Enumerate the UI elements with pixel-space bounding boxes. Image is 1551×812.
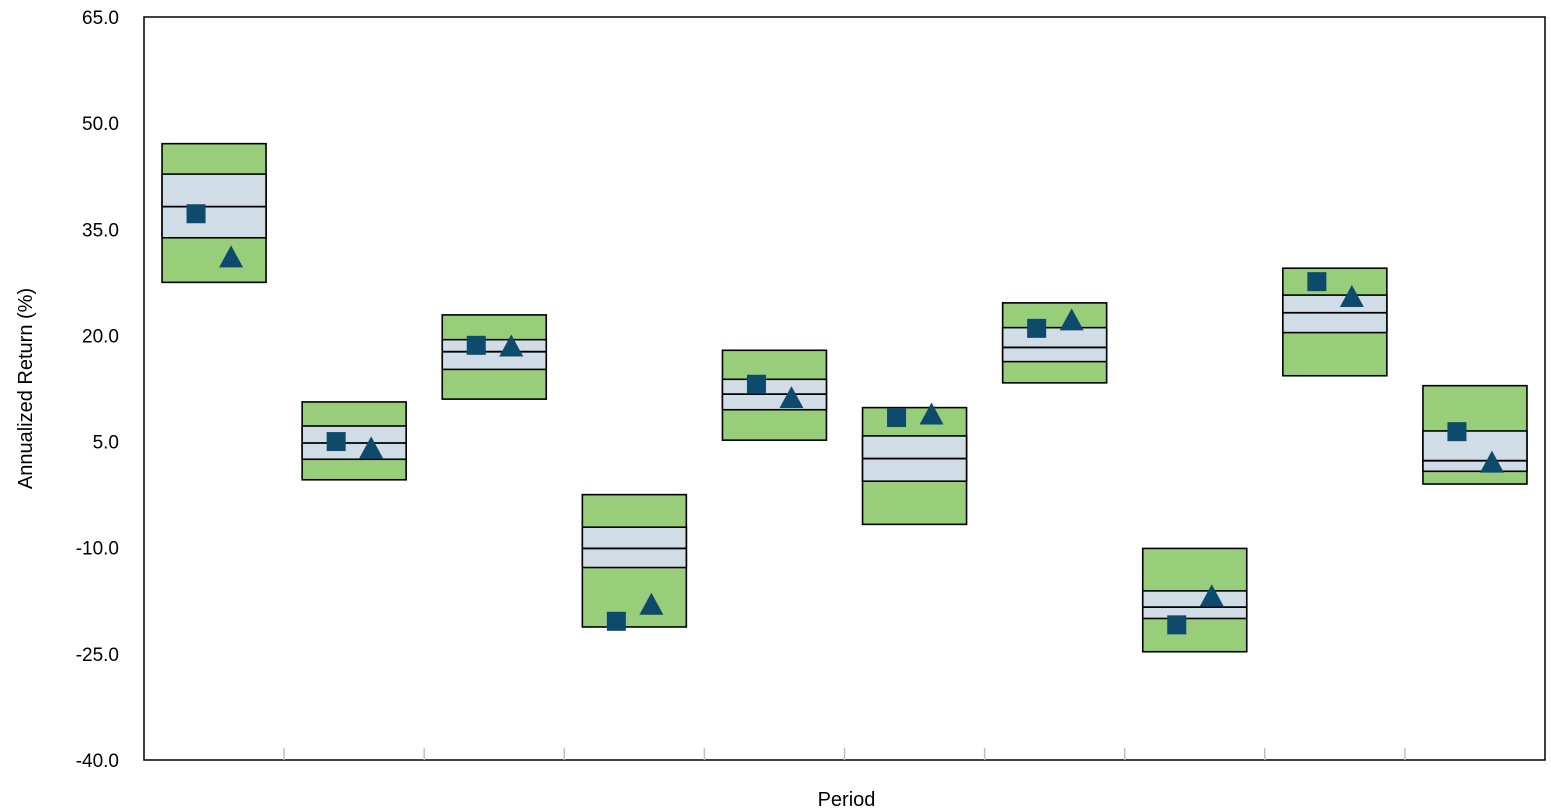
period-9-box xyxy=(1282,267,1388,377)
y-tick-label: 50.0 xyxy=(82,114,119,135)
period-8-box xyxy=(1141,547,1248,653)
period-3-box xyxy=(441,314,548,400)
inner-band xyxy=(441,338,548,371)
triangle-marker xyxy=(1199,584,1224,607)
square-marker xyxy=(606,611,626,631)
period-4-box xyxy=(581,493,688,628)
y-tick-labels: 65.0 50.0 35.0 20.0 5.0 -10.0 -25.0 -40.0 xyxy=(76,8,119,772)
period-1-box xyxy=(161,142,267,284)
square-marker xyxy=(1167,615,1187,635)
square-marker xyxy=(186,204,206,224)
y-tick-label: 35.0 xyxy=(82,220,119,241)
triangle-marker xyxy=(1339,284,1364,307)
period-7-box xyxy=(1001,302,1108,384)
period-5-box xyxy=(721,349,828,441)
triangle-marker xyxy=(1479,450,1504,473)
triangle-marker xyxy=(1059,308,1084,331)
y-tick-label: 65.0 xyxy=(82,8,119,29)
square-marker xyxy=(326,432,346,452)
square-marker xyxy=(1027,318,1047,338)
triangle-marker xyxy=(219,245,244,268)
period-2-box xyxy=(301,401,407,481)
bands-layer xyxy=(161,142,1528,653)
triangle-marker xyxy=(639,592,664,615)
square-marker xyxy=(466,335,486,355)
inner-band xyxy=(1422,430,1528,473)
plot-frame xyxy=(143,16,1546,761)
markers-layer xyxy=(186,204,1504,635)
triangle-marker xyxy=(919,402,944,425)
period-6-box xyxy=(861,406,968,526)
x-tick-marks xyxy=(283,748,1406,760)
inner-band xyxy=(581,526,688,569)
triangle-marker xyxy=(359,436,384,459)
inner-band xyxy=(1282,294,1388,334)
square-marker xyxy=(1447,422,1467,442)
triangle-marker xyxy=(499,334,524,357)
y-tick-label: 5.0 xyxy=(93,433,119,454)
y-axis-title: Annualized Return (%) xyxy=(15,288,37,489)
y-tick-label: -40.0 xyxy=(76,751,119,772)
period-10-box xyxy=(1422,384,1528,485)
square-marker xyxy=(887,408,907,428)
triangle-marker xyxy=(779,386,804,409)
inner-band xyxy=(1001,326,1108,363)
square-marker xyxy=(1307,272,1327,292)
x-axis-title: Period xyxy=(818,789,876,811)
y-tick-label: -25.0 xyxy=(76,645,119,666)
y-tick-label: -10.0 xyxy=(76,539,119,560)
inner-band xyxy=(1141,590,1248,620)
square-marker xyxy=(746,374,766,394)
y-tick-label: 20.0 xyxy=(82,326,119,347)
